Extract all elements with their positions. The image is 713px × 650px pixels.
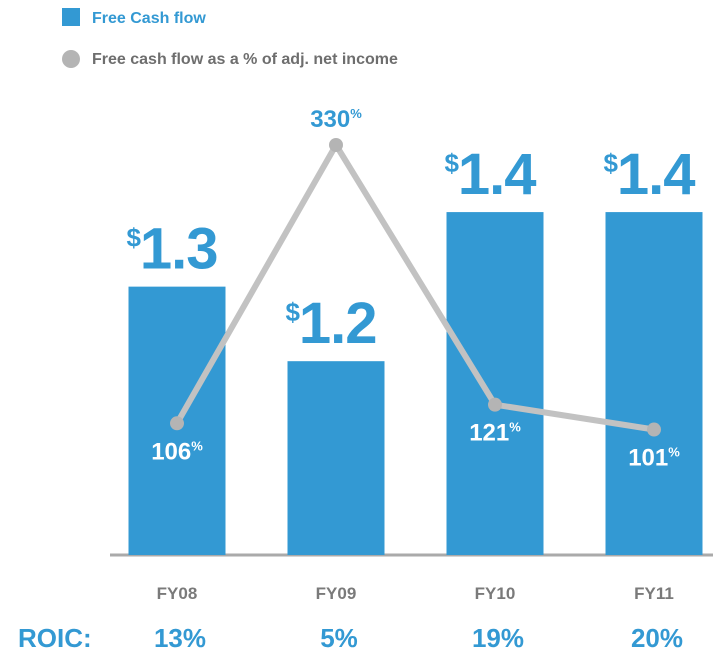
bar-value-label: $1.3 bbox=[126, 217, 217, 282]
line-value-label: 121% bbox=[469, 420, 521, 447]
x-tick-label: FY11 bbox=[634, 584, 674, 603]
line-marker bbox=[329, 138, 343, 152]
x-tick-label: FY10 bbox=[475, 584, 516, 603]
roic-value: 5% bbox=[320, 623, 358, 650]
x-tick-label: FY09 bbox=[316, 584, 357, 603]
line-marker bbox=[647, 422, 661, 437]
bar bbox=[605, 212, 703, 555]
line-value-label: 101% bbox=[628, 445, 680, 472]
roic-value: 13% bbox=[154, 623, 206, 650]
bar-value-label: $1.2 bbox=[285, 291, 376, 356]
legend-label: Free cash flow as a % of adj. net income bbox=[92, 51, 398, 68]
bar bbox=[446, 212, 544, 555]
roic-value: 20% bbox=[631, 623, 683, 650]
line-value-label: 330% bbox=[310, 106, 362, 133]
x-tick-label: FY08 bbox=[157, 584, 198, 603]
line-value-label: 106% bbox=[151, 438, 203, 465]
bar-value-label: $1.4 bbox=[603, 142, 695, 207]
legend-swatch bbox=[62, 8, 80, 26]
line-marker bbox=[488, 397, 502, 412]
bar bbox=[287, 361, 385, 555]
legend-label: Free Cash flow bbox=[92, 10, 206, 27]
roic-value: 19% bbox=[472, 623, 524, 650]
roic-label: ROIC: bbox=[18, 623, 92, 650]
bar-value-label: $1.4 bbox=[444, 142, 536, 207]
line bbox=[174, 139, 655, 433]
legend-swatch bbox=[62, 50, 80, 68]
line-marker bbox=[170, 416, 184, 431]
